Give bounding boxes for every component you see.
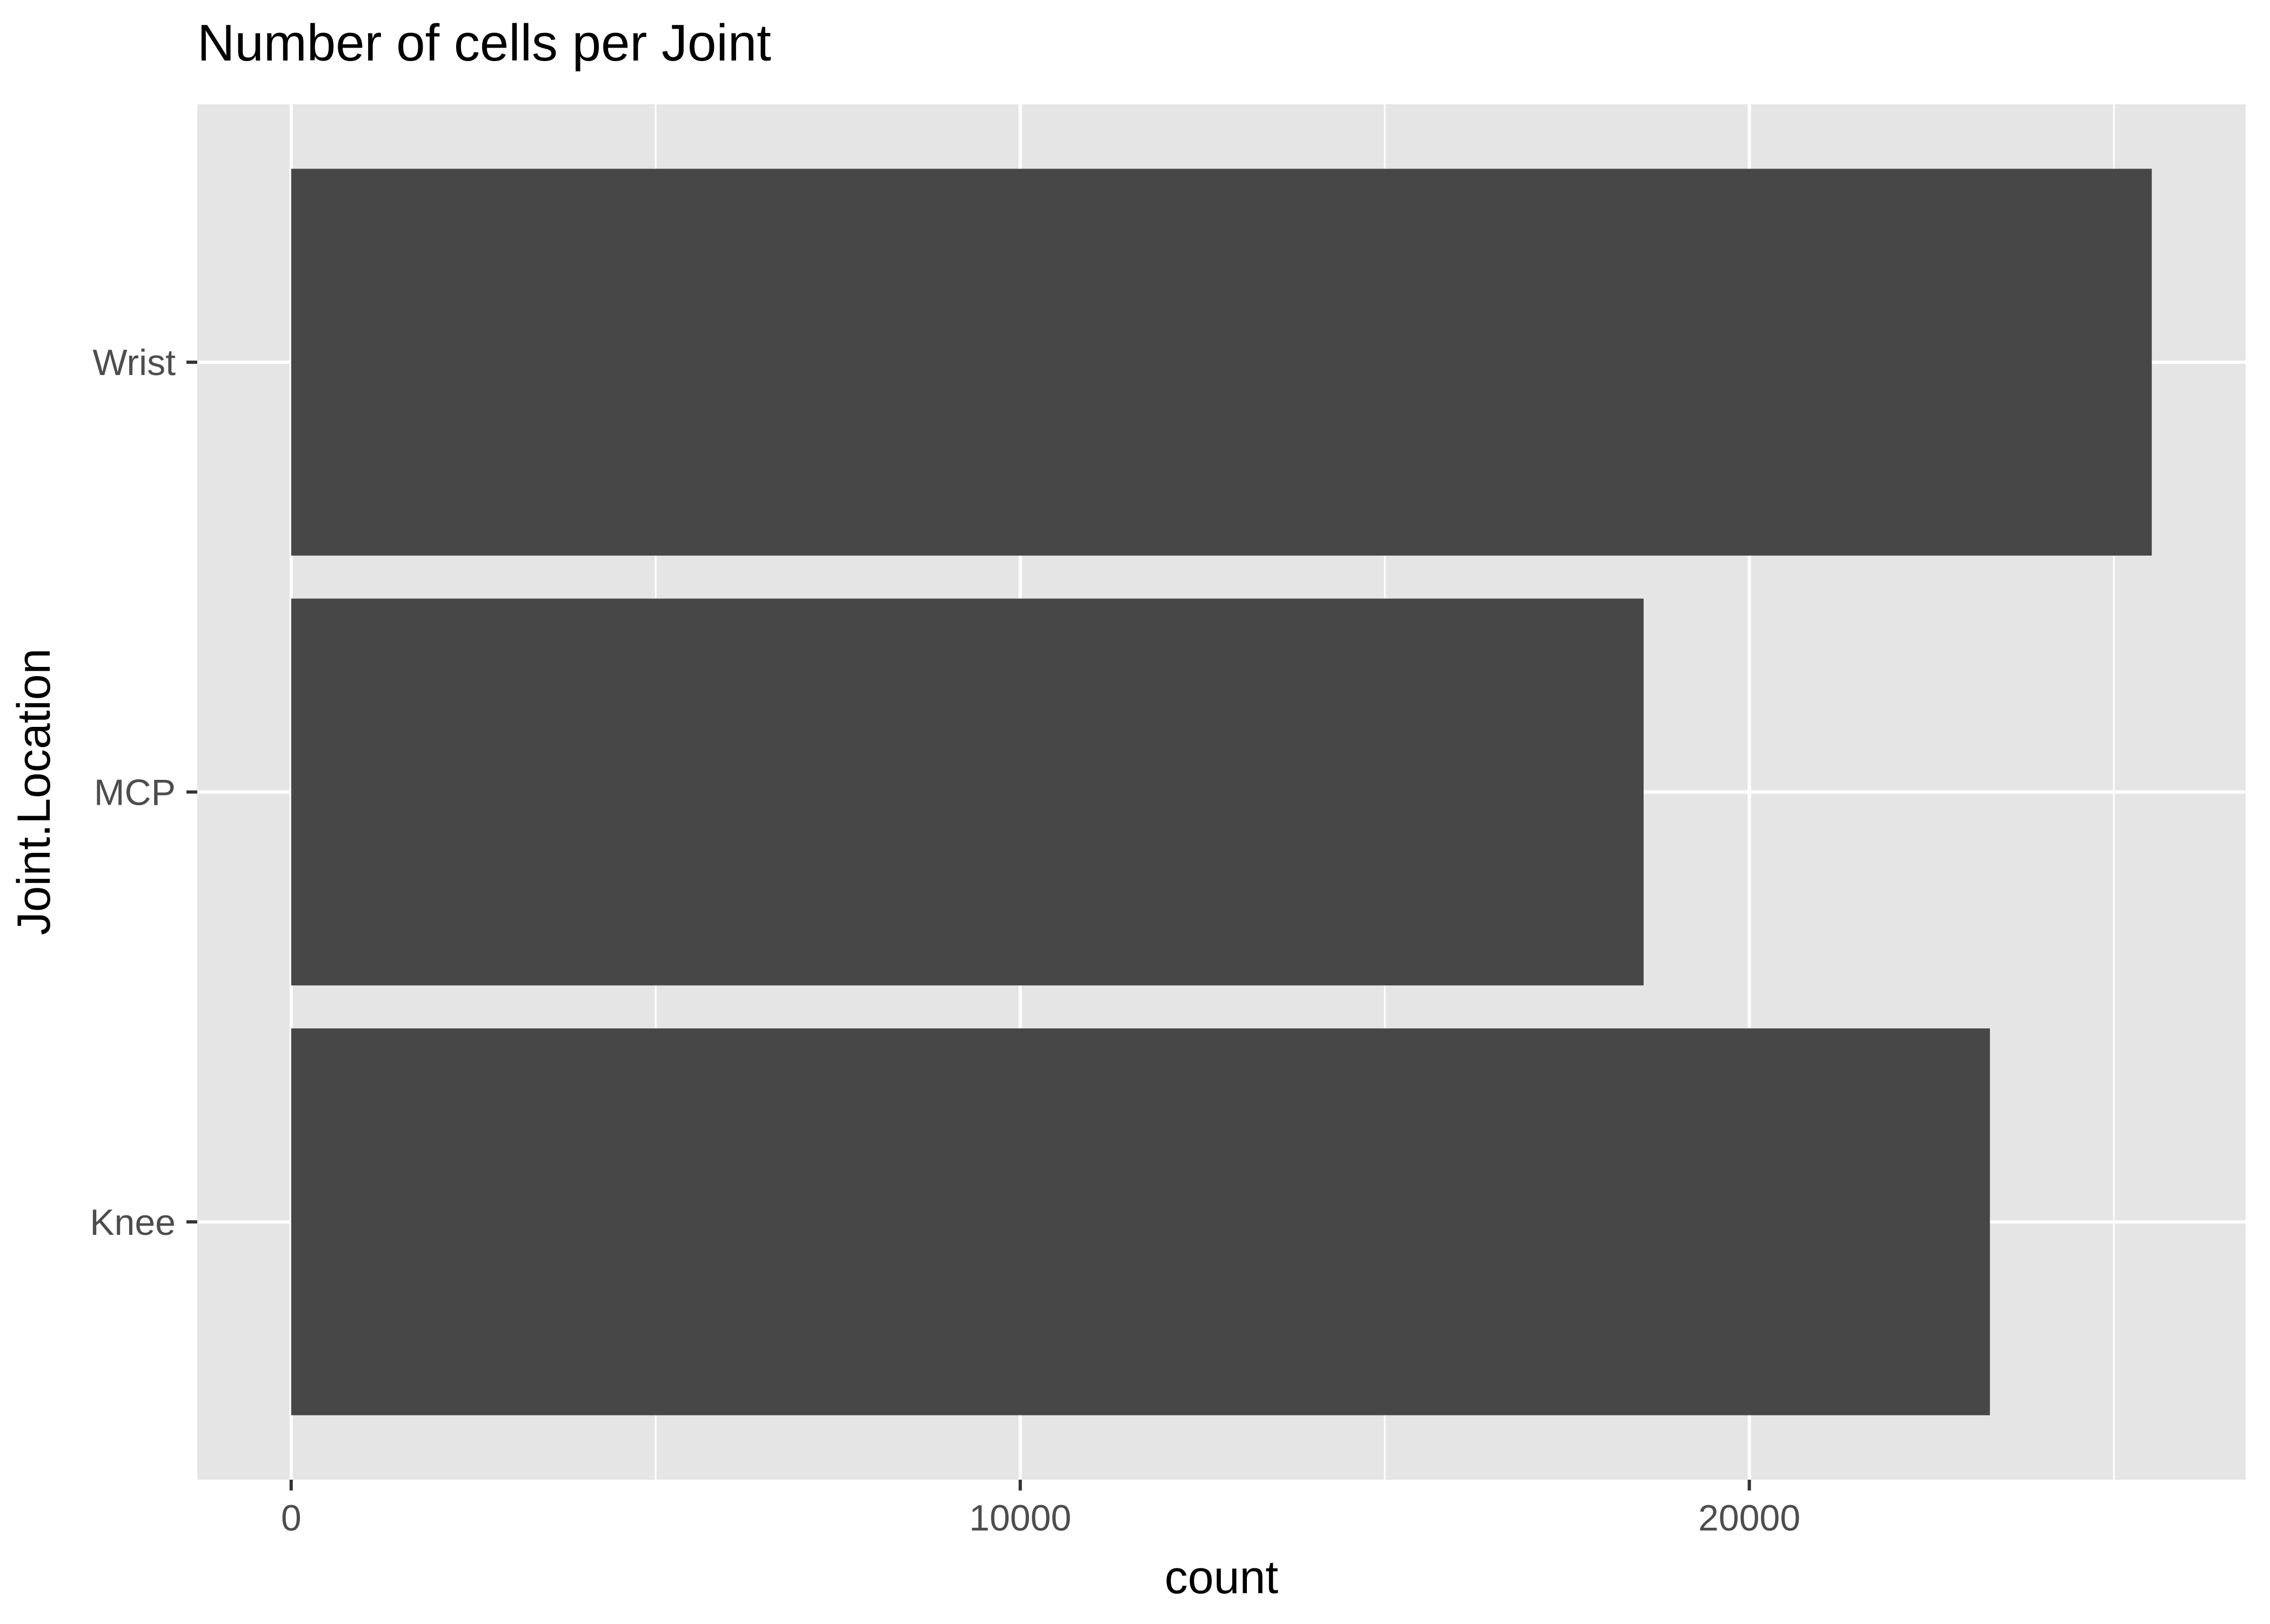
bar-mcp [291, 598, 1644, 986]
x-axis-label: count [1165, 1552, 1278, 1603]
y-tick-label: Knee [90, 1202, 176, 1243]
y-axis-label: Joint.Location [8, 649, 60, 935]
chart-title: Number of cells per Joint [197, 14, 771, 72]
bar-layer [291, 169, 2152, 1415]
x-tick-label: 20000 [1698, 1498, 1800, 1539]
bar-knee [291, 1028, 1990, 1415]
x-tick-label: 10000 [969, 1498, 1071, 1539]
x-tick-label: 0 [281, 1498, 302, 1539]
y-tick-label: Wrist [92, 342, 176, 383]
bar-wrist [291, 169, 2152, 556]
y-tick-label: MCP [94, 772, 176, 813]
axis-layer: Knee MCP Wrist 0 10000 20000 [90, 342, 1800, 1539]
